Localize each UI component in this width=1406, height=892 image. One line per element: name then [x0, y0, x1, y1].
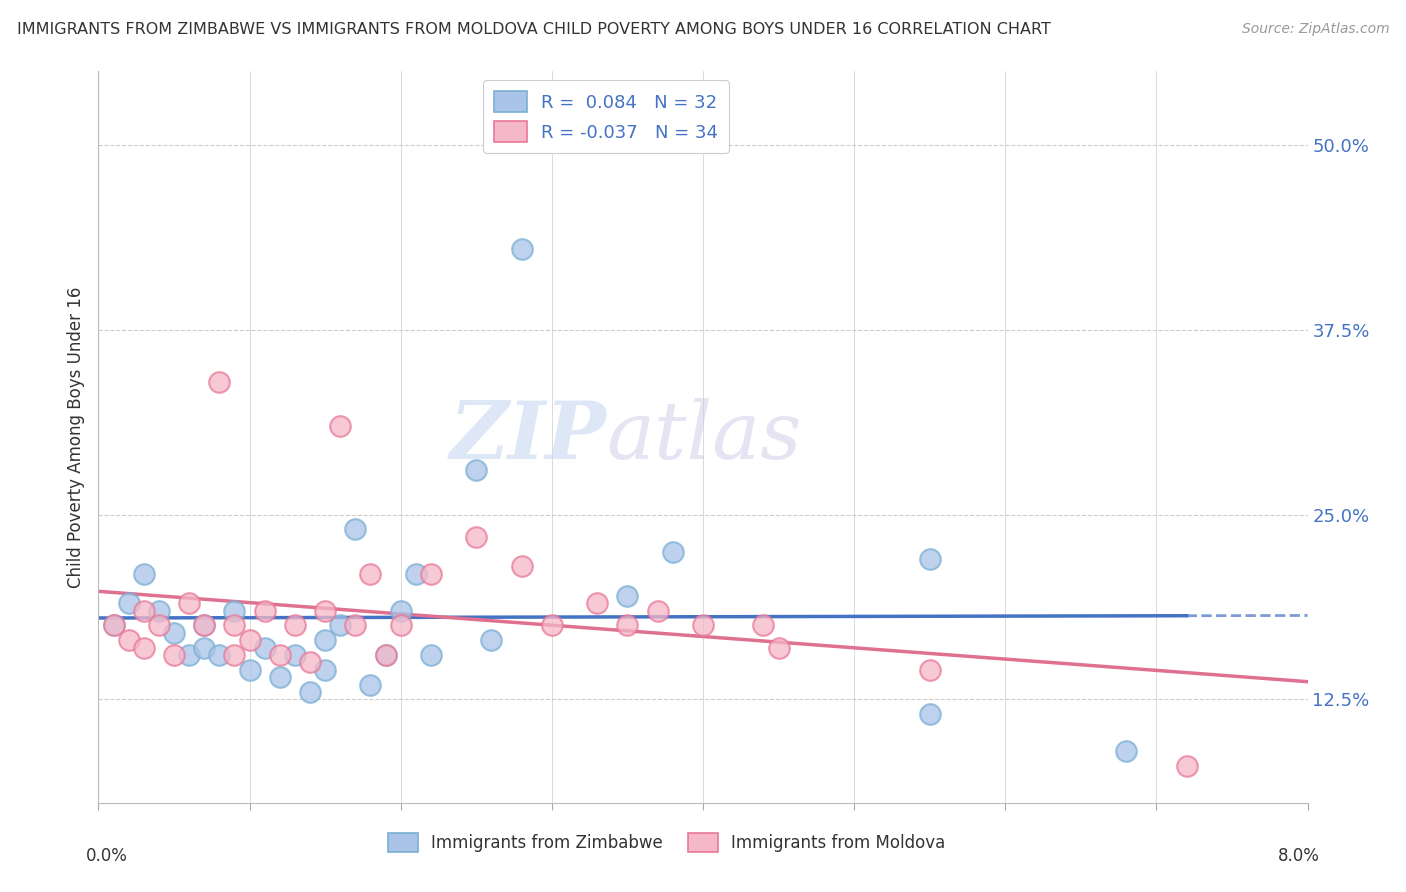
Point	[269, 648, 291, 662]
Point	[299, 656, 322, 670]
Text: 0.0%: 0.0%	[86, 847, 128, 864]
Point	[918, 707, 941, 722]
Point	[239, 663, 262, 677]
Point	[208, 648, 231, 662]
Point	[918, 552, 941, 566]
Point	[253, 604, 276, 618]
Point	[647, 604, 669, 618]
Point	[405, 566, 427, 581]
Point	[179, 648, 201, 662]
Point	[1115, 744, 1137, 758]
Point	[224, 618, 246, 632]
Point	[118, 596, 141, 610]
Point	[661, 544, 683, 558]
Point	[163, 648, 186, 662]
Point	[103, 618, 125, 632]
Point	[132, 640, 155, 655]
Point	[193, 618, 215, 632]
Point	[420, 648, 443, 662]
Point	[224, 604, 246, 618]
Point	[253, 640, 276, 655]
Point	[103, 618, 125, 632]
Point	[208, 375, 231, 389]
Text: 8.0%: 8.0%	[1278, 847, 1320, 864]
Point	[239, 633, 262, 648]
Text: Source: ZipAtlas.com: Source: ZipAtlas.com	[1241, 22, 1389, 37]
Point	[586, 596, 609, 610]
Point	[374, 648, 396, 662]
Point	[1175, 759, 1198, 773]
Point	[193, 618, 215, 632]
Point	[616, 618, 638, 632]
Point	[148, 604, 170, 618]
Point	[692, 618, 714, 632]
Point	[510, 242, 533, 256]
Point	[481, 633, 503, 648]
Point	[132, 604, 155, 618]
Point	[616, 589, 638, 603]
Point	[752, 618, 775, 632]
Point	[329, 618, 352, 632]
Point	[465, 530, 488, 544]
Point	[118, 633, 141, 648]
Point	[314, 633, 336, 648]
Point	[284, 618, 307, 632]
Point	[314, 604, 336, 618]
Point	[132, 566, 155, 581]
Point	[193, 640, 215, 655]
Point	[918, 663, 941, 677]
Point	[163, 625, 186, 640]
Point	[389, 604, 412, 618]
Point	[299, 685, 322, 699]
Point	[374, 648, 396, 662]
Legend: Immigrants from Zimbabwe, Immigrants from Moldova: Immigrants from Zimbabwe, Immigrants fro…	[380, 824, 953, 860]
Y-axis label: Child Poverty Among Boys Under 16: Child Poverty Among Boys Under 16	[66, 286, 84, 588]
Point	[768, 640, 790, 655]
Point	[510, 559, 533, 574]
Point	[420, 566, 443, 581]
Text: IMMIGRANTS FROM ZIMBABWE VS IMMIGRANTS FROM MOLDOVA CHILD POVERTY AMONG BOYS UND: IMMIGRANTS FROM ZIMBABWE VS IMMIGRANTS F…	[17, 22, 1050, 37]
Point	[540, 618, 562, 632]
Point	[389, 618, 412, 632]
Point	[360, 677, 382, 691]
Point	[329, 419, 352, 434]
Point	[314, 663, 336, 677]
Point	[269, 670, 291, 684]
Point	[284, 648, 307, 662]
Point	[148, 618, 170, 632]
Point	[344, 618, 367, 632]
Point	[360, 566, 382, 581]
Point	[465, 463, 488, 477]
Point	[179, 596, 201, 610]
Point	[224, 648, 246, 662]
Text: ZIP: ZIP	[450, 399, 606, 475]
Text: atlas: atlas	[606, 399, 801, 475]
Point	[344, 523, 367, 537]
